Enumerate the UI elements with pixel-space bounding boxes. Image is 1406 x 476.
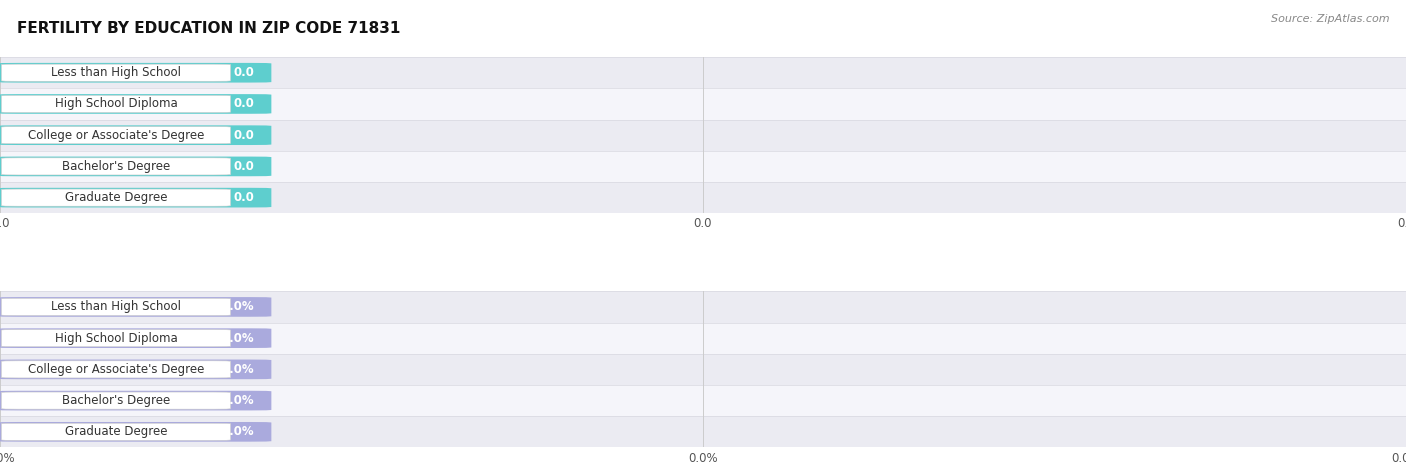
FancyBboxPatch shape <box>0 422 271 442</box>
Text: 0.0%: 0.0% <box>222 300 254 313</box>
Bar <box>0 291 1406 323</box>
Text: FERTILITY BY EDUCATION IN ZIP CODE 71831: FERTILITY BY EDUCATION IN ZIP CODE 71831 <box>17 21 401 37</box>
Text: Source: ZipAtlas.com: Source: ZipAtlas.com <box>1271 14 1389 24</box>
FancyBboxPatch shape <box>0 94 271 114</box>
Text: Bachelor's Degree: Bachelor's Degree <box>62 394 170 407</box>
Text: Graduate Degree: Graduate Degree <box>65 426 167 438</box>
Text: High School Diploma: High School Diploma <box>55 98 177 110</box>
Bar <box>0 385 1406 416</box>
Text: 0.0%: 0.0% <box>222 363 254 376</box>
Bar <box>0 182 1406 213</box>
Text: High School Diploma: High School Diploma <box>55 332 177 345</box>
Bar <box>0 89 1406 119</box>
FancyBboxPatch shape <box>0 391 271 410</box>
Bar <box>0 151 1406 182</box>
FancyBboxPatch shape <box>1 423 231 440</box>
FancyBboxPatch shape <box>1 95 231 112</box>
FancyBboxPatch shape <box>0 328 271 348</box>
FancyBboxPatch shape <box>1 158 231 175</box>
FancyBboxPatch shape <box>1 189 231 206</box>
Bar <box>0 323 1406 354</box>
Text: Less than High School: Less than High School <box>51 66 181 79</box>
Bar <box>0 416 1406 447</box>
Text: 0.0%: 0.0% <box>222 426 254 438</box>
Text: 0.0%: 0.0% <box>222 332 254 345</box>
Text: Graduate Degree: Graduate Degree <box>65 191 167 204</box>
Text: 0.0%: 0.0% <box>222 394 254 407</box>
Text: Bachelor's Degree: Bachelor's Degree <box>62 160 170 173</box>
FancyBboxPatch shape <box>1 361 231 378</box>
Text: College or Associate's Degree: College or Associate's Degree <box>28 129 204 142</box>
Text: College or Associate's Degree: College or Associate's Degree <box>28 363 204 376</box>
Text: 0.0: 0.0 <box>233 160 254 173</box>
Text: Less than High School: Less than High School <box>51 300 181 313</box>
FancyBboxPatch shape <box>0 157 271 176</box>
Text: 0.0: 0.0 <box>233 191 254 204</box>
Bar <box>0 119 1406 151</box>
FancyBboxPatch shape <box>1 127 231 144</box>
FancyBboxPatch shape <box>0 188 271 208</box>
FancyBboxPatch shape <box>0 297 271 317</box>
FancyBboxPatch shape <box>1 392 231 409</box>
FancyBboxPatch shape <box>1 329 231 347</box>
FancyBboxPatch shape <box>0 359 271 379</box>
FancyBboxPatch shape <box>0 125 271 145</box>
FancyBboxPatch shape <box>1 298 231 316</box>
FancyBboxPatch shape <box>1 64 231 81</box>
Bar <box>0 354 1406 385</box>
Text: 0.0: 0.0 <box>233 66 254 79</box>
Text: 0.0: 0.0 <box>233 98 254 110</box>
Bar <box>0 57 1406 89</box>
Text: 0.0: 0.0 <box>233 129 254 142</box>
FancyBboxPatch shape <box>0 63 271 82</box>
